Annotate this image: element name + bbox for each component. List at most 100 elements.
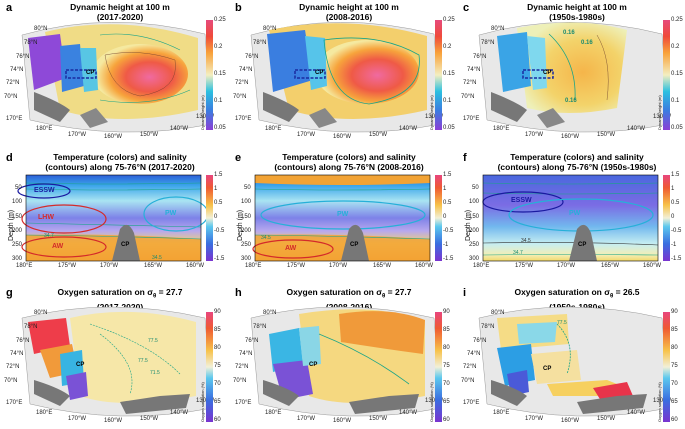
lat-tick: 72°N bbox=[463, 364, 477, 370]
title-part: = 27.7 bbox=[385, 287, 412, 297]
cbar-tick: 65 bbox=[671, 399, 678, 405]
lon-tick: 170°E bbox=[463, 400, 480, 406]
lat-tick: 72°N bbox=[463, 80, 477, 86]
title-part: = 27.7 bbox=[156, 287, 183, 297]
colorbar-h bbox=[435, 312, 442, 422]
cbar-tick: 0 bbox=[671, 214, 675, 220]
cbar-title: Dynamic height (m) bbox=[200, 95, 205, 130]
panel-label: c bbox=[463, 2, 470, 14]
cbar-tick: 85 bbox=[214, 327, 221, 333]
contour-label: 77.5 bbox=[557, 320, 567, 326]
title-line1: Dynamic height at 100 m bbox=[70, 2, 170, 12]
cbar-tick: 80 bbox=[214, 345, 221, 351]
cbar-tick: 1.5 bbox=[443, 172, 452, 178]
lat-tick: 74°N bbox=[239, 351, 253, 357]
title-line2: (1950s-1980s) bbox=[549, 12, 605, 22]
title-line2: (2008-2016) bbox=[325, 12, 373, 22]
panel-title: Dynamic height at 100 m (2008-2016) bbox=[269, 2, 429, 22]
lat-tick: 76°N bbox=[473, 338, 487, 344]
x-tick: 165°W bbox=[373, 263, 392, 269]
lat-tick: 76°N bbox=[16, 54, 30, 60]
lon-tick: 170°W bbox=[525, 416, 544, 422]
panel-a: a Dynamic height at 100 m (2017-2020) CP… bbox=[0, 0, 228, 142]
map-g bbox=[21, 306, 213, 417]
cbar-tick: 85 bbox=[443, 327, 450, 333]
cbar-tick: 0.05 bbox=[443, 125, 455, 131]
lon-tick: 170°W bbox=[297, 416, 316, 422]
panel-h: h Oxygen saturation on σθ = 27.7 (2008-2… bbox=[229, 284, 457, 429]
title-sub: θ bbox=[610, 293, 614, 300]
lon-tick: 180°E bbox=[265, 410, 282, 416]
lon-tick: 170°W bbox=[525, 132, 544, 138]
lon-tick: 160°W bbox=[104, 418, 123, 424]
cbar-tick: 0.15 bbox=[214, 71, 226, 77]
panel-label: a bbox=[6, 2, 13, 14]
lat-tick: 74°N bbox=[239, 67, 253, 73]
salinity-label: 34.5 bbox=[261, 235, 271, 241]
depth-tick: 50 bbox=[472, 185, 479, 191]
cbar-tick: 60 bbox=[214, 417, 221, 423]
title-line2: (contours) along 75-76°N (2017-2020) bbox=[45, 162, 195, 172]
cbar-tick: 65 bbox=[443, 399, 450, 405]
cbar-tick: 1.5 bbox=[671, 172, 680, 178]
section-e bbox=[252, 174, 431, 262]
lon-tick: 170°E bbox=[235, 116, 252, 122]
panel-title: Dynamic height at 100 m (2017-2020) bbox=[40, 2, 200, 22]
cbar-tick: 1 bbox=[671, 186, 675, 192]
cp-label: CP bbox=[350, 242, 359, 248]
aw-label: AW bbox=[285, 245, 297, 252]
lon-tick: 130°W bbox=[653, 114, 672, 120]
panel-label: f bbox=[463, 152, 467, 164]
lon-tick: 170°E bbox=[6, 116, 23, 122]
cbar-tick: 0.1 bbox=[671, 98, 680, 104]
title-part: Oxygen saturation on σ bbox=[286, 287, 383, 297]
depth-tick: 150 bbox=[241, 214, 252, 220]
depth-tick: 100 bbox=[241, 199, 252, 205]
cbar-tick: -0.5 bbox=[214, 228, 225, 234]
panel-label: g bbox=[6, 287, 13, 299]
lat-tick: 80°N bbox=[491, 26, 505, 32]
lon-tick: 170°W bbox=[297, 132, 316, 138]
title-line2: (1950s-1980s) bbox=[549, 301, 605, 312]
panel-label: d bbox=[6, 152, 13, 164]
lon-tick: 140°W bbox=[170, 126, 189, 132]
cbar-tick: 85 bbox=[671, 327, 678, 333]
cbar-tick: 0.2 bbox=[214, 44, 223, 50]
cbar-tick: 65 bbox=[214, 399, 221, 405]
x-tick: 170°W bbox=[557, 263, 576, 269]
map-h bbox=[250, 306, 442, 417]
lat-tick: 74°N bbox=[10, 67, 24, 73]
colorbar-d bbox=[206, 175, 213, 261]
x-tick: 180°E bbox=[473, 263, 490, 269]
pw-label: PW bbox=[569, 210, 581, 217]
cbar-tick: 1 bbox=[443, 186, 447, 192]
title-sub: θ bbox=[153, 293, 157, 300]
depth-tick: 100 bbox=[12, 199, 23, 205]
lat-tick: 76°N bbox=[473, 54, 487, 60]
contour-label: 77.5 bbox=[148, 338, 158, 344]
depth-tick: 250 bbox=[12, 242, 23, 248]
cbar-tick: 60 bbox=[671, 417, 678, 423]
lon-tick: 160°W bbox=[561, 418, 580, 424]
lat-tick: 80°N bbox=[34, 26, 48, 32]
salinity-label: 34.5 bbox=[521, 238, 531, 244]
lat-tick: 78°N bbox=[253, 40, 267, 46]
panel-i: i Oxygen saturation on σθ = 26.5 (1950s-… bbox=[457, 284, 685, 429]
lat-tick: 80°N bbox=[491, 310, 505, 316]
lat-tick: 78°N bbox=[24, 40, 38, 46]
cp-label: CP bbox=[309, 362, 318, 368]
cp-label: CP bbox=[543, 366, 552, 372]
map-a bbox=[21, 22, 213, 133]
x-tick: 175°W bbox=[58, 263, 77, 269]
panel-title: Temperature (colors) and salinity (conto… bbox=[259, 152, 439, 172]
title-line1: Temperature (colors) and salinity bbox=[282, 152, 416, 162]
cp-label: CP bbox=[578, 242, 587, 248]
lon-tick: 140°W bbox=[627, 126, 646, 132]
cbar-title: Dynamic height (m) bbox=[429, 95, 434, 130]
lon-tick: 130°W bbox=[425, 114, 444, 120]
cbar-tick: 0.1 bbox=[443, 98, 452, 104]
x-tick: 160°W bbox=[186, 263, 205, 269]
contour-label: 71.5 bbox=[150, 370, 160, 376]
salinity-label: 34.5 bbox=[152, 255, 162, 261]
pw-label: PW bbox=[165, 210, 177, 217]
